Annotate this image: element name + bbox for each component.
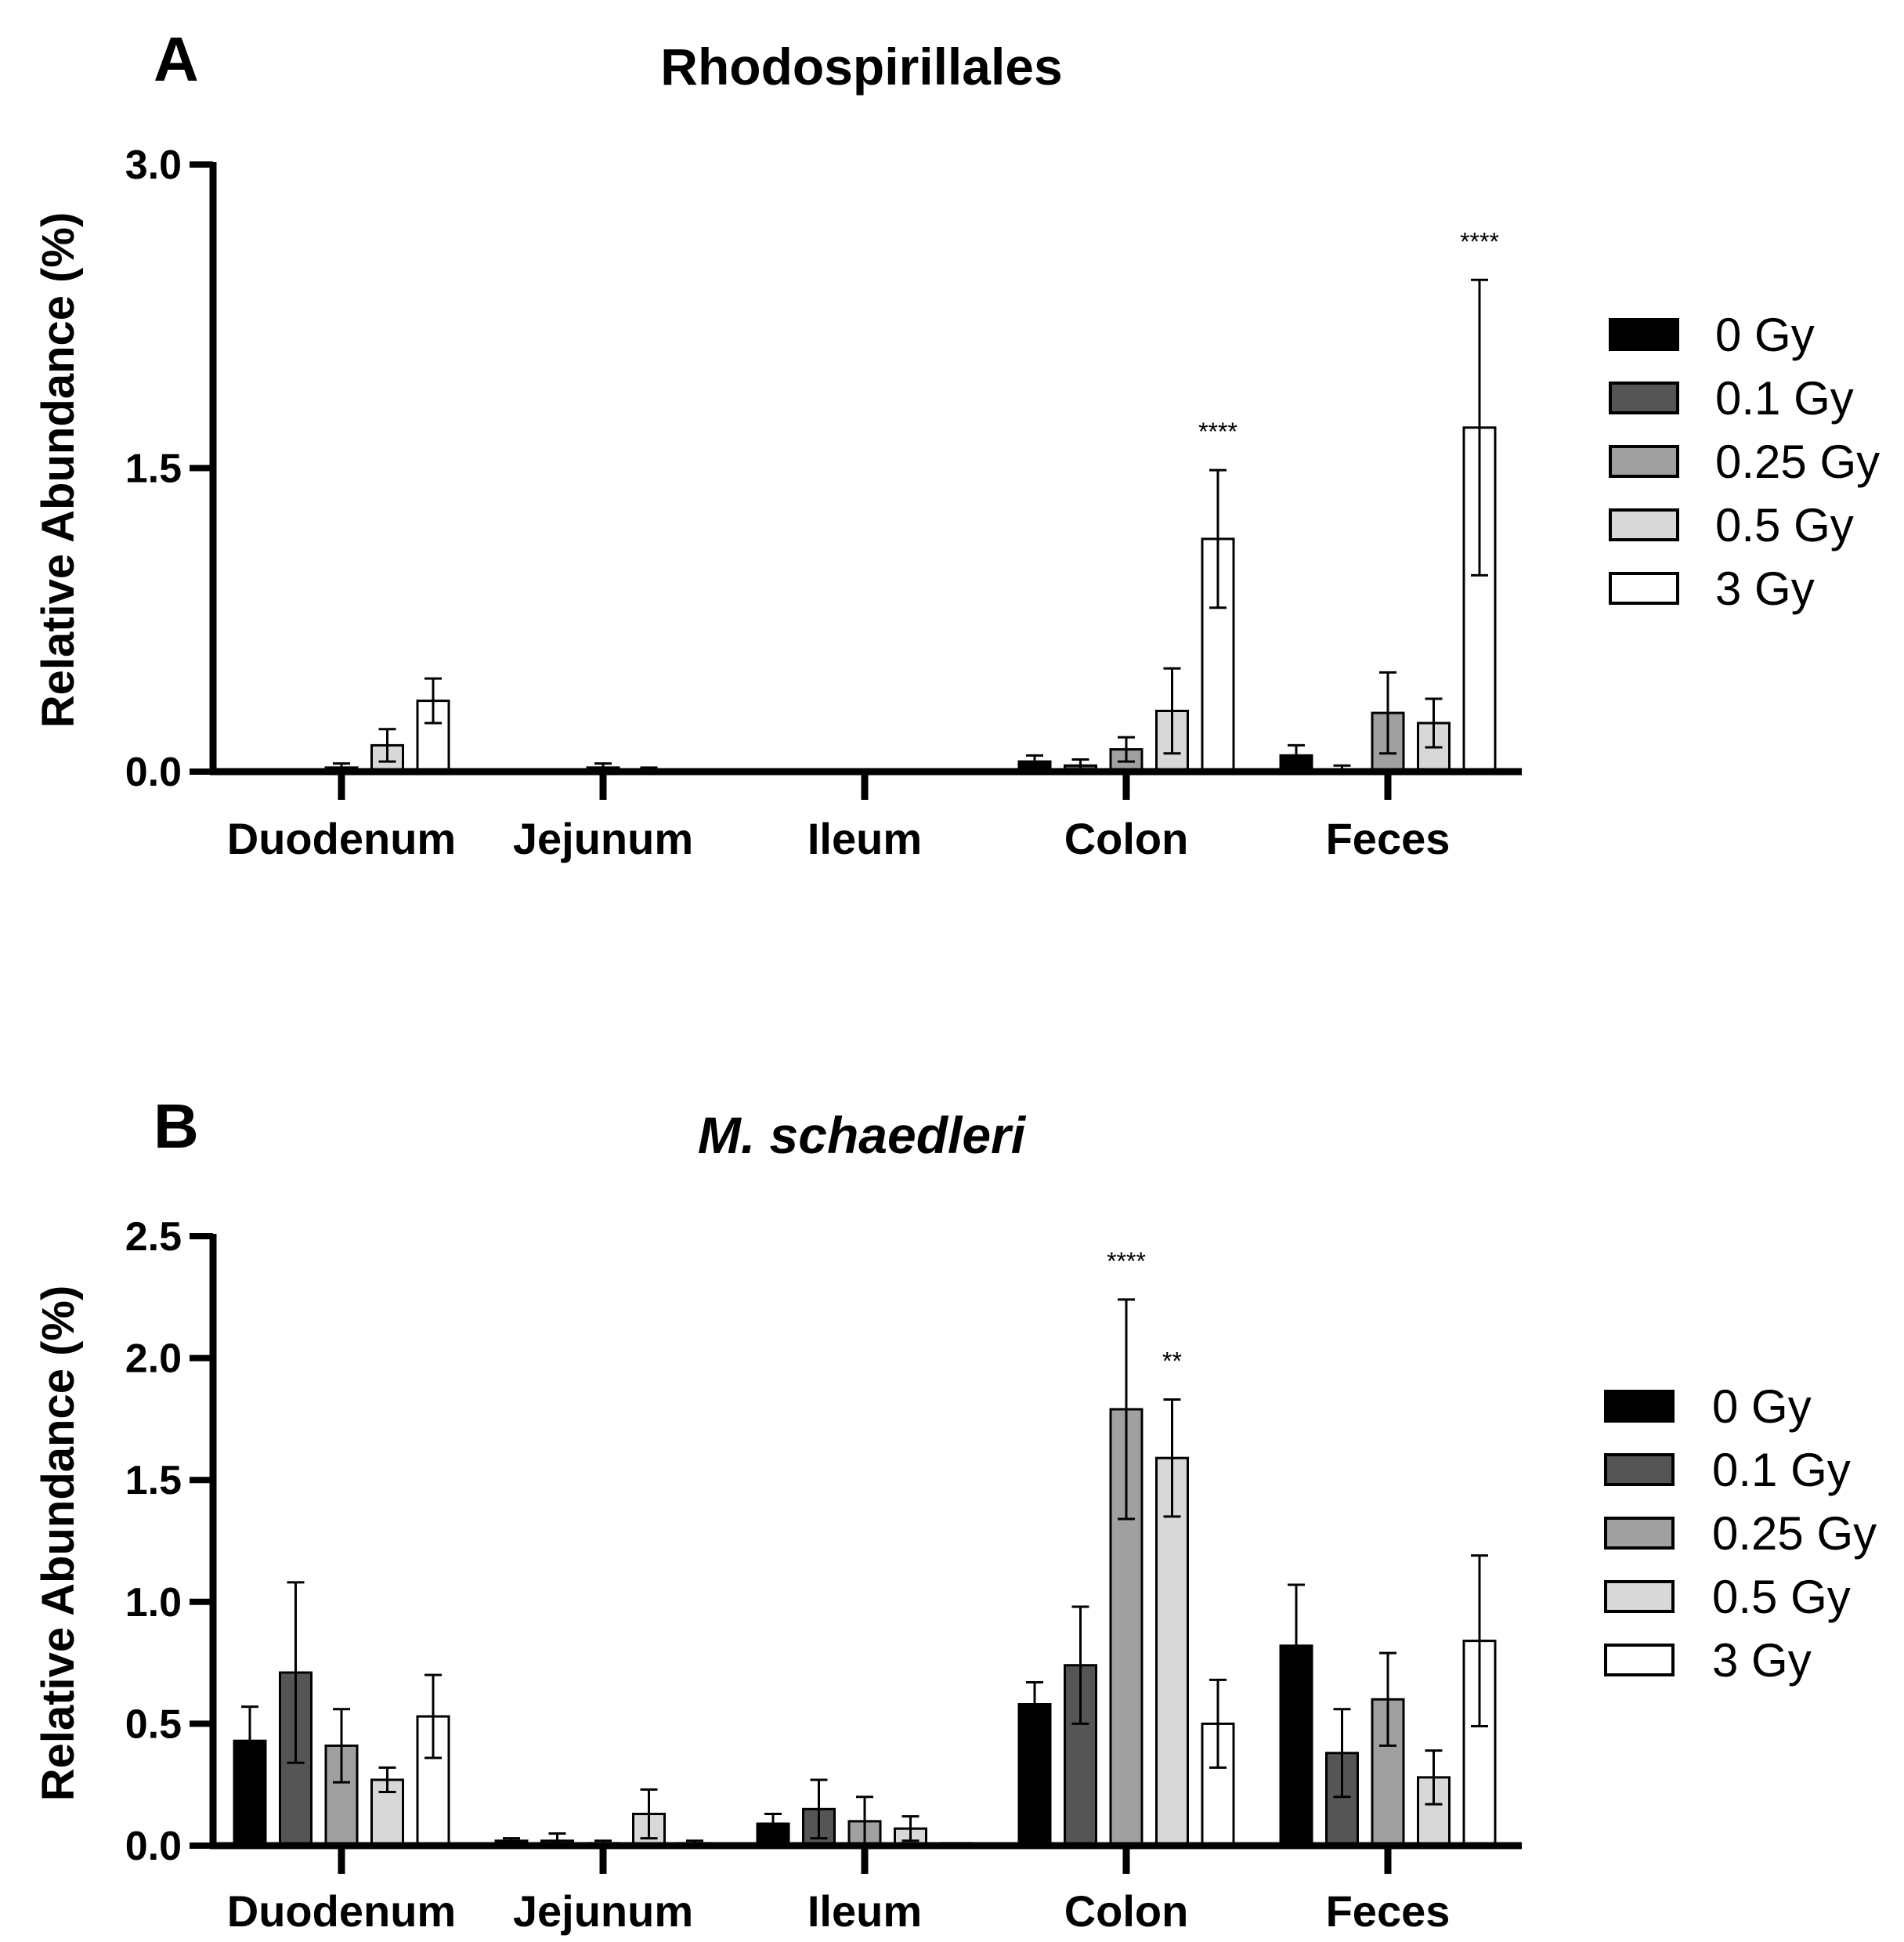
p1-error-bar-colon-s4	[1209, 1678, 1227, 1769]
p0-error-bar-duodenum-s4	[425, 677, 442, 725]
p0-y-tick-label-2: 3.0	[125, 143, 182, 188]
p1-error-bar-colon-s0	[1026, 1680, 1043, 1728]
panel-b-label: B	[154, 1091, 199, 1161]
legend-a-label-1: 0.1 Gy	[1715, 372, 1854, 425]
panel-a-y-axis-label: Relative Abundance (%)	[33, 212, 84, 729]
legend-b-swatch-3	[1604, 1580, 1675, 1613]
legend-a-swatch-4	[1609, 572, 1679, 605]
p0-error-bar-colon-s3	[1163, 667, 1181, 755]
legend-b-label-0: 0 Gy	[1712, 1380, 1812, 1433]
legend-b-label-3: 0.5 Gy	[1712, 1571, 1851, 1623]
legend-a-swatch-3	[1609, 508, 1679, 541]
p1-x-tick-label-ileum: Ileum	[807, 1886, 922, 1936]
p0-y-tick-label-1: 1.5	[125, 447, 182, 492]
panel-a: A Rhodospirillales Relative Abundance (%…	[33, 24, 1880, 863]
p1-error-bar-colon-s3	[1163, 1398, 1181, 1518]
p0-error-bar-feces-s2	[1379, 671, 1396, 755]
p0-error-bar-colon-s0	[1026, 754, 1043, 769]
p0-y-tick-label-0: 0.0	[125, 750, 182, 795]
p0-error-bar-colon-s2	[1118, 736, 1135, 763]
legend-a-label-4: 3 Gy	[1715, 562, 1815, 615]
legend-a-swatch-1	[1609, 382, 1679, 414]
legend-b-swatch-2	[1604, 1517, 1675, 1550]
p1-error-bar-ileum-s1	[810, 1778, 828, 1840]
panel-a-legend: 0 Gy 0.1 Gy 0.25 Gy 0.5 Gy 3 Gy	[1609, 309, 1880, 615]
legend-b-swatch-1	[1604, 1453, 1675, 1486]
p1-error-bar-colon-s1	[1071, 1605, 1089, 1725]
legend-b-label-4: 3 Gy	[1712, 1634, 1812, 1687]
p0-error-bar-colon-s4	[1209, 468, 1227, 609]
p1-y-tick-label-4: 2.0	[125, 1336, 182, 1382]
p1-error-bar-duodenum-s3	[378, 1766, 396, 1794]
p1-y-tick-label-0: 0.0	[125, 1824, 182, 1869]
p1-y-tick-label-2: 1.0	[125, 1580, 182, 1626]
p1-error-bar-duodenum-s0	[241, 1705, 258, 1777]
p1-bar-colon-s0	[1017, 1703, 1052, 1847]
p1-error-bar-feces-s3	[1425, 1749, 1443, 1806]
p1-x-tick-label-duodenum: Duodenum	[227, 1886, 456, 1936]
panel-b: B M. schaedleri Relative Abundance (%) 0…	[33, 1091, 1877, 1936]
p1-y-tick-label-5: 2.5	[125, 1214, 182, 1260]
legend-b-label-2: 0.25 Gy	[1712, 1507, 1877, 1560]
panel-b-title: M. schaedleri	[698, 1106, 1027, 1164]
legend-a-label-0: 0 Gy	[1715, 309, 1815, 361]
panel-a-plot: 0.0 1.5 3.0 Duodenum Jejunum Ileum Colon Feces *…	[125, 143, 1522, 863]
panel-b-plot: 0.0 0.5 1.0 1.5 2.0 2.5 Duodenum Jejunum Ileum Co…	[125, 1214, 1522, 1936]
p1-x-tick-label-colon: Colon	[1064, 1886, 1189, 1936]
p1-error-bar-duodenum-s2	[333, 1708, 350, 1784]
p0-x-tick-label-ileum: Ileum	[807, 814, 922, 863]
p1-error-bar-duodenum-s1	[287, 1581, 305, 1764]
p1-error-bar-feces-s2	[1379, 1651, 1396, 1747]
legend-a-swatch-2	[1609, 445, 1679, 478]
p1-error-bar-feces-s1	[1333, 1708, 1351, 1799]
p1-significance-1: **	[1162, 1347, 1182, 1376]
legend-b-swatch-4	[1604, 1644, 1675, 1676]
p0-x-tick-label-feces: Feces	[1326, 814, 1451, 863]
legend-a-label-2: 0.25 Gy	[1715, 436, 1880, 488]
legend-b-swatch-0	[1604, 1390, 1675, 1423]
panel-a-label: A	[154, 24, 199, 94]
legend-a-swatch-0	[1609, 318, 1679, 351]
p0-x-tick-label-jejunum: Jejunum	[513, 814, 693, 863]
p1-y-tick-label-3: 1.5	[125, 1458, 182, 1503]
p0-error-bar-duodenum-s3	[378, 728, 396, 763]
p1-significance-0: ****	[1107, 1247, 1146, 1275]
panel-b-legend: 0 Gy 0.1 Gy 0.25 Gy 0.5 Gy 3 Gy	[1604, 1380, 1877, 1687]
p0-error-bar-feces-s3	[1425, 697, 1443, 749]
p1-error-bar-jejunum-s3	[640, 1788, 658, 1840]
p0-x-tick-label-duodenum: Duodenum	[227, 814, 456, 863]
panel-a-title: Rhodospirillales	[660, 38, 1062, 96]
p1-error-bar-duodenum-s4	[425, 1673, 442, 1759]
p1-y-tick-label-1: 0.5	[125, 1702, 182, 1747]
p0-significance-0: ****	[1198, 418, 1237, 446]
panel-b-y-axis-label: Relative Abundance (%)	[33, 1286, 84, 1802]
p0-error-bar-feces-s4	[1471, 278, 1488, 577]
p1-error-bar-feces-s0	[1288, 1583, 1305, 1709]
p0-error-bar-feces-s0	[1288, 743, 1305, 767]
legend-b-label-1: 0.1 Gy	[1712, 1444, 1851, 1496]
p1-x-tick-label-feces: Feces	[1326, 1886, 1451, 1936]
p1-error-bar-ileum-s3	[901, 1815, 919, 1843]
p1-bar-duodenum-s4	[416, 1715, 450, 1847]
p1-error-bar-ileum-s0	[764, 1813, 782, 1835]
p1-error-bar-feces-s4	[1471, 1554, 1488, 1728]
legend-a-label-3: 0.5 Gy	[1715, 499, 1854, 551]
p1-x-tick-label-jejunum: Jejunum	[513, 1886, 693, 1936]
p0-x-tick-label-colon: Colon	[1064, 814, 1189, 863]
p0-significance-1: ****	[1460, 227, 1499, 255]
p1-error-bar-colon-s2	[1118, 1298, 1135, 1521]
